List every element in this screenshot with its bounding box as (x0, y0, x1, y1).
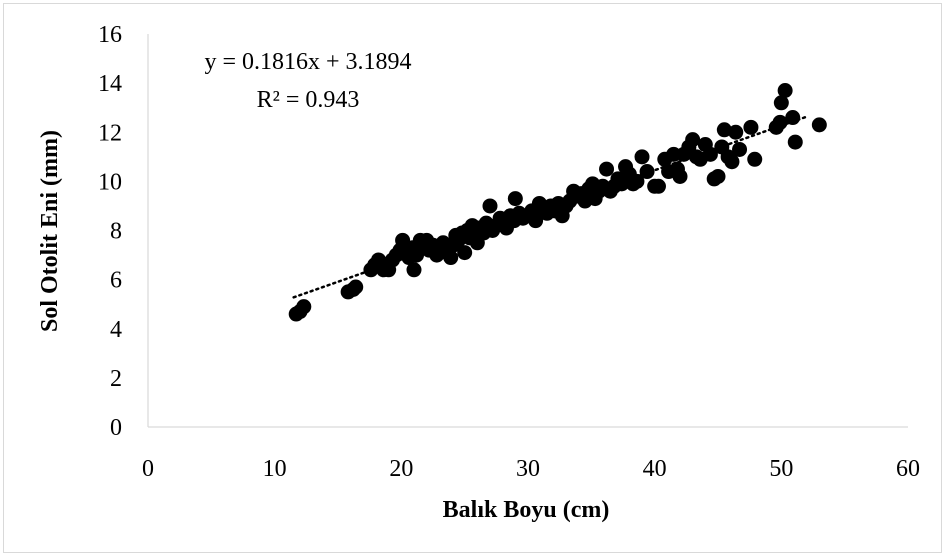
x-tick-label: 0 (142, 456, 154, 482)
data-point (811, 117, 827, 133)
y-tick-label: 0 (110, 415, 122, 441)
trendline (292, 115, 808, 299)
x-tick-label: 40 (643, 456, 667, 482)
data-point (777, 82, 793, 98)
y-tick-label: 2 (110, 366, 122, 392)
trendline-r2: R² = 0.943 (257, 87, 360, 113)
data-point (724, 154, 740, 170)
trendline-line (292, 115, 808, 299)
y-axis-title: Sol Otolit Eni (mm) (37, 130, 63, 332)
data-point (710, 168, 726, 184)
data-point (732, 141, 748, 157)
y-tick-label: 16 (98, 22, 122, 48)
x-tick-label: 20 (389, 456, 413, 482)
data-point (634, 149, 650, 165)
data-point (747, 151, 763, 167)
data-point (457, 245, 473, 261)
axes: 0 10 20 30 40 50 60 0 2 4 6 8 10 12 14 16 (98, 22, 920, 482)
data-point (507, 191, 523, 207)
data-point (685, 132, 701, 148)
data-point (785, 110, 801, 126)
x-tick-label: 30 (516, 456, 540, 482)
y-tick-label: 6 (110, 268, 122, 294)
data-point (650, 178, 666, 194)
data-point (639, 164, 655, 180)
trendline-equation: y = 0.1816x + 3.1894 (204, 49, 411, 75)
data-point (716, 122, 732, 138)
x-tick-label: 50 (769, 456, 793, 482)
data-point (348, 279, 364, 295)
data-point (296, 299, 312, 315)
data-point (443, 250, 459, 266)
x-tick-label: 60 (896, 456, 920, 482)
y-tick-label: 8 (110, 219, 122, 245)
data-points (288, 82, 827, 322)
data-point (406, 262, 422, 278)
y-tick-label: 12 (98, 120, 122, 146)
data-point (773, 95, 789, 111)
data-point (743, 119, 759, 135)
data-point (599, 161, 615, 177)
y-tick-label: 14 (98, 71, 122, 97)
data-point (728, 124, 744, 140)
y-tick-label: 4 (110, 317, 122, 343)
data-point (672, 168, 688, 184)
y-tick-label: 10 (98, 169, 122, 195)
x-tick-label: 10 (263, 456, 287, 482)
data-point (787, 134, 803, 150)
data-point (528, 213, 544, 229)
data-point (482, 198, 498, 214)
x-axis-title: Balık Boyu (cm) (443, 497, 610, 523)
